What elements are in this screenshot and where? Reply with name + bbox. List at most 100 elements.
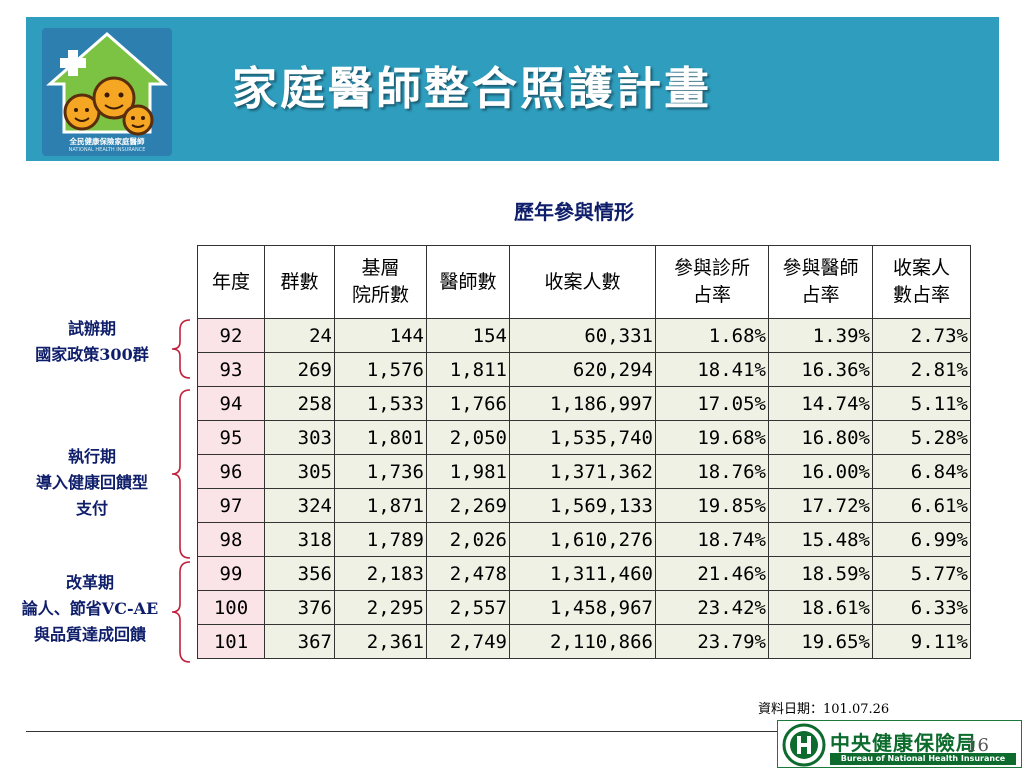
phase-line: 與品質達成回饋	[33, 625, 146, 644]
column-header: 基層 院所數	[334, 245, 427, 319]
table-cell: 18.74%	[655, 522, 769, 557]
table-cell: 5.77%	[872, 556, 971, 591]
table-cell: 6.99%	[872, 522, 971, 557]
table-cell: 1,789	[334, 522, 427, 557]
table-cell: 1,766	[426, 386, 510, 421]
column-header: 參與診所 占率	[655, 245, 769, 319]
table-cell: 15.48%	[768, 522, 873, 557]
table-cell: 269	[264, 352, 335, 387]
table-row: 100 376 2,295 2,557 1,458,967 23.42% 18.61% 6.3…	[197, 590, 971, 625]
table-cell: 2,295	[334, 590, 427, 625]
table-cell: 1,736	[334, 454, 427, 489]
participation-table: 年度 群數 基層 院所數 醫師數 收案人數 參與診所 占率 參與醫師 占率 收案人 數占率 9…	[197, 245, 971, 659]
data-date: 資料日期：101.07.26	[758, 702, 890, 717]
table-cell: 18.61%	[768, 590, 873, 625]
table-cell: 1,186,997	[509, 386, 656, 421]
column-header: 年度	[197, 245, 265, 319]
table-cell: 16.00%	[768, 454, 873, 489]
table-row: 95 303 1,801 2,050 1,535,740 19.68% 16.80% 5.28…	[197, 420, 971, 455]
table-cell: 2,026	[426, 522, 510, 557]
table-cell: 2.81%	[872, 352, 971, 387]
table-cell: 305	[264, 454, 335, 489]
column-header: 參與醫師 占率	[768, 245, 873, 319]
phase-label-reform: 改革期論人、節省VC-AE 與品質達成回饋	[0, 570, 180, 648]
table-cell: 620,294	[509, 352, 656, 387]
family-doctor-logo: 全民健康保險家庭醫師 NATIONAL HEALTH INSURANCE	[42, 28, 172, 156]
table-cell: 1,535,740	[509, 420, 656, 455]
logo-caption: 全民健康保險家庭醫師	[69, 137, 145, 146]
table-cell: 18.41%	[655, 352, 769, 387]
footer-divider	[26, 731, 781, 732]
table-cell: 376	[264, 590, 335, 625]
table-row: 97 324 1,871 2,269 1,569,133 19.85% 17.72% 6.61…	[197, 488, 971, 523]
agency-name: 中央健康保險局	[830, 731, 977, 755]
table-cell: 2,269	[426, 488, 510, 523]
table-row: 96 305 1,736 1,981 1,371,362 18.76% 16.00% 6.84…	[197, 454, 971, 489]
table-cell: 23.42%	[655, 590, 769, 625]
table-cell: 144	[334, 318, 427, 353]
table-cell: 2.73%	[872, 318, 971, 353]
table-row: 93 269 1,576 1,811 620,294 18.41% 16.36% 2.81%	[197, 352, 971, 387]
phase-line: 論人、節省VC-AE	[21, 599, 159, 618]
page-title: 家庭醫師整合照護計畫	[232, 62, 713, 115]
phase-line: 支付	[75, 499, 108, 518]
table-cell: 2,361	[334, 624, 427, 659]
table-cell: 6.33%	[872, 590, 971, 625]
table-cell: 1,458,967	[509, 590, 656, 625]
column-header: 醫師數	[426, 245, 510, 319]
nhi-emblem-icon	[782, 723, 826, 767]
phase-line: 改革期	[65, 573, 114, 592]
table-cell: 18.76%	[655, 454, 769, 489]
table-cell: 2,478	[426, 556, 510, 591]
table-cell: 2,557	[426, 590, 510, 625]
year-cell: 98	[197, 522, 265, 557]
table-row: 94 258 1,533 1,766 1,186,997 17.05% 14.74% 5.11…	[197, 386, 971, 421]
table-cell: 14.74%	[768, 386, 873, 421]
year-cell: 93	[197, 352, 265, 387]
column-header: 收案人 數占率	[872, 245, 971, 319]
year-cell: 101	[197, 624, 265, 659]
table-cell: 367	[264, 624, 335, 659]
table-cell: 1,533	[334, 386, 427, 421]
year-cell: 95	[197, 420, 265, 455]
table-cell: 16.36%	[768, 352, 873, 387]
phase-line: 試辦期	[67, 319, 116, 338]
table-cell: 2,050	[426, 420, 510, 455]
column-header: 群數	[264, 245, 335, 319]
table-cell: 1,371,362	[509, 454, 656, 489]
table-cell: 21.46%	[655, 556, 769, 591]
table-cell: 19.85%	[655, 488, 769, 523]
nhi-logo-box: 中央健康保險局 Bureau of National Health Insura…	[777, 720, 1022, 768]
phase-line: 國家政策300群	[35, 345, 149, 364]
table-cell: 1,981	[426, 454, 510, 489]
table-cell: 1,569,133	[509, 488, 656, 523]
table-cell: 258	[264, 386, 335, 421]
house-family-icon	[46, 32, 168, 136]
brace-reform	[171, 561, 191, 663]
table-cell: 2,110,866	[509, 624, 656, 659]
table-cell: 1.68%	[655, 318, 769, 353]
table-cell: 1.39%	[768, 318, 873, 353]
table-cell: 17.05%	[655, 386, 769, 421]
header-banner	[26, 17, 999, 161]
table-row: 101 367 2,361 2,749 2,110,866 23.79% 19.65% 9.1…	[197, 624, 971, 659]
table-cell: 18.59%	[768, 556, 873, 591]
table-cell: 60,331	[509, 318, 656, 353]
brace-pilot	[171, 319, 191, 379]
table-header-row: 年度 群數 基層 院所數 醫師數 收案人數 參與診所 占率 參與醫師 占率 收案人 數占率	[197, 245, 971, 319]
table-cell: 16.80%	[768, 420, 873, 455]
table-cell: 1,610,276	[509, 522, 656, 557]
table-cell: 24	[264, 318, 335, 353]
agency-english-name: Bureau of National Health Insurance	[830, 753, 1016, 765]
table-cell: 324	[264, 488, 335, 523]
table-cell: 1,871	[334, 488, 427, 523]
table-row: 98 318 1,789 2,026 1,610,276 18.74% 15.48% 6.99…	[197, 522, 971, 557]
year-cell: 97	[197, 488, 265, 523]
table-cell: 318	[264, 522, 335, 557]
table-cell: 6.61%	[872, 488, 971, 523]
table-cell: 2,183	[334, 556, 427, 591]
table-body: 92 24 144 154 60,331 1.68% 1.39% 2.73% 93 269 1,57…	[197, 318, 971, 659]
table-cell: 9.11%	[872, 624, 971, 659]
table-cell: 1,801	[334, 420, 427, 455]
table-cell: 19.65%	[768, 624, 873, 659]
